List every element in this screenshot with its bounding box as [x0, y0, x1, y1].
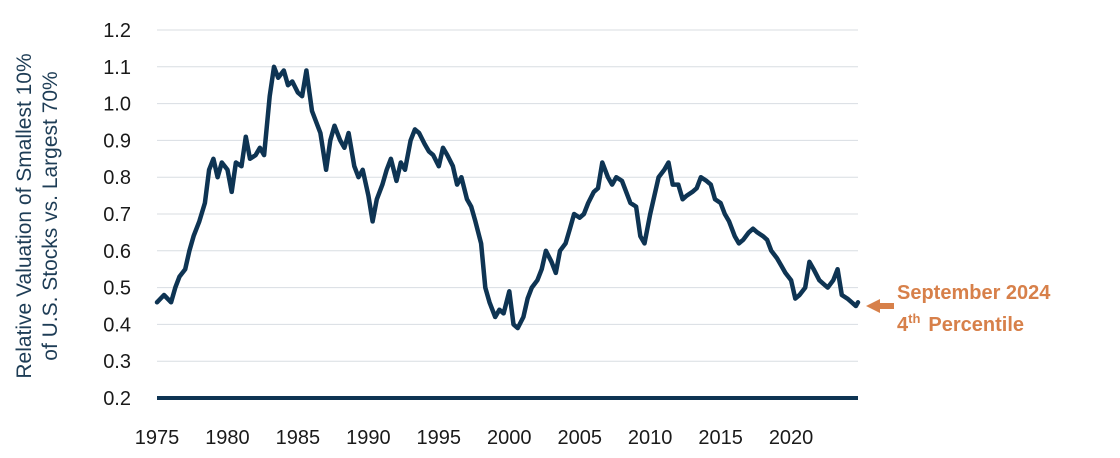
annotation-percentile-word: Percentile [928, 314, 1024, 336]
y-tick-label: 0.9 [103, 130, 131, 152]
y-axis-label: Relative Valuation of Smallest 10% of U.… [13, 53, 62, 378]
y-tick-label: 0.7 [103, 204, 131, 226]
y-tick-label: 0.3 [103, 351, 131, 373]
x-tick-label: 2010 [628, 427, 673, 449]
y-tick-label: 1.0 [103, 94, 131, 116]
y-tick-label: 0.6 [103, 241, 131, 263]
current-value-annotation: September 2024 4th Percentile [866, 282, 1051, 336]
x-tick-label: 1980 [205, 427, 250, 449]
gridlines [157, 29, 858, 362]
x-tick-label: 1990 [346, 427, 391, 449]
y-tick-label: 0.2 [103, 388, 131, 410]
y-tick-label: 0.4 [103, 314, 131, 336]
y-axis-label-line-2: of U.S. Stocks vs. Largest 70% [39, 71, 62, 360]
y-tick-label: 1.2 [103, 20, 131, 42]
annotation-percentile-number: 4 [897, 314, 909, 336]
annotation-percentile-suffix: th [908, 311, 920, 326]
y-tick-labels: 0.2 0.3 0.4 0.5 0.6 0.7 0.8 0.9 1.0 1.1 1.2 [103, 20, 131, 410]
annotation-date: September 2024 [897, 282, 1051, 304]
x-tick-label: 1995 [417, 427, 462, 449]
y-tick-label: 0.8 [103, 167, 131, 189]
x-tick-label: 2000 [487, 427, 532, 449]
x-tick-label: 2005 [557, 427, 602, 449]
series-line [154, 64, 861, 331]
x-tick-labels: 1975 1980 1985 1990 1995 2000 2005 2010 2015 2020 [135, 427, 814, 449]
arrow-left-icon [866, 299, 894, 313]
x-tick-label: 2020 [769, 427, 814, 449]
y-tick-label: 0.5 [103, 278, 131, 300]
x-tick-label: 2015 [698, 427, 743, 449]
x-tick-label: 1975 [135, 427, 180, 449]
annotation-percentile: 4th Percentile [897, 311, 1024, 336]
y-tick-label: 1.1 [103, 57, 131, 79]
y-axis-label-line-1: Relative Valuation of Smallest 10% [13, 53, 36, 378]
x-tick-label: 1985 [276, 427, 321, 449]
